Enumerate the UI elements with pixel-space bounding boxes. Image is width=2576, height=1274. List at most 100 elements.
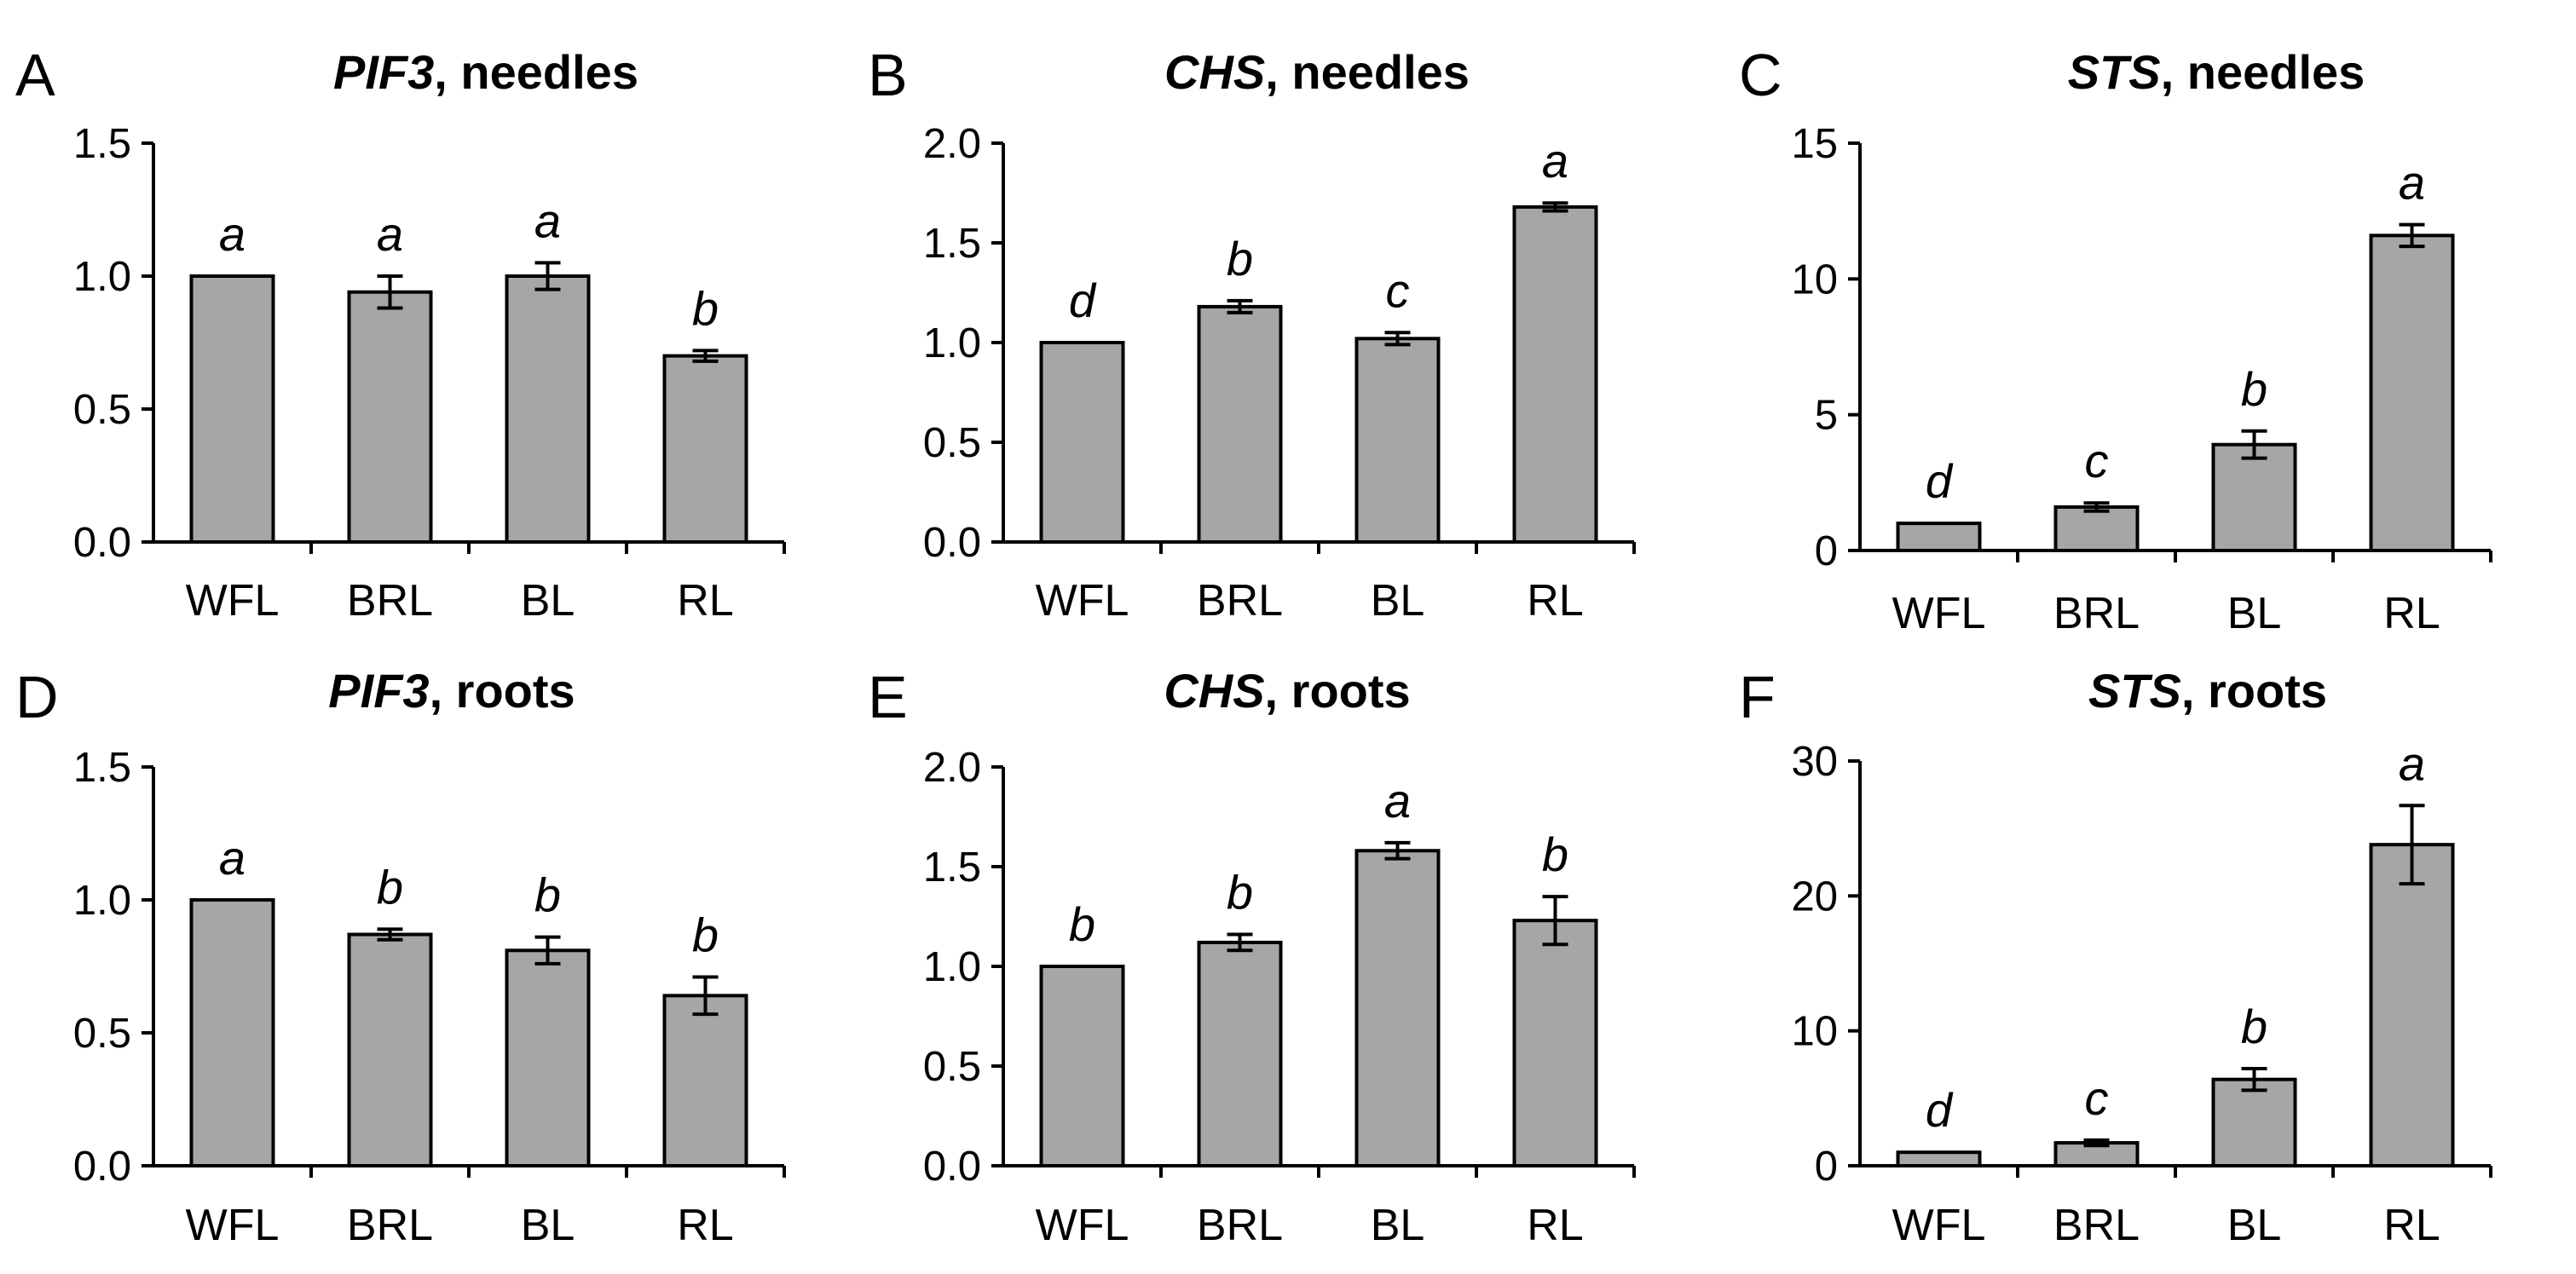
y-tick-label: 1.5 bbox=[923, 221, 981, 267]
title-tissue: , roots bbox=[2181, 664, 2327, 718]
significance-letter: b bbox=[1069, 897, 1095, 951]
significance-letter: a bbox=[1542, 134, 1568, 187]
significance-letter: c bbox=[1386, 263, 1410, 317]
x-category-label: WFL bbox=[1036, 576, 1129, 625]
x-category-label: RL bbox=[1527, 576, 1583, 625]
x-category-label: BRL bbox=[1197, 576, 1283, 625]
significance-letter: b bbox=[1542, 827, 1568, 881]
x-category-label: WFL bbox=[1892, 589, 1986, 638]
panel-c: C STS, needles 0 5 10 15 d WFL c BRL b BL a RL bbox=[1739, 42, 2492, 638]
bar-rl bbox=[2369, 843, 2455, 1168]
significance-letter: c bbox=[2085, 1071, 2109, 1125]
title-gene: PIF3 bbox=[333, 45, 434, 99]
y-tick-label: 1.5 bbox=[73, 745, 131, 791]
bar-brl bbox=[347, 932, 433, 1168]
x-category-label: BL bbox=[2227, 589, 2282, 638]
bar-wfl bbox=[1039, 341, 1125, 544]
panel-f: F STS, roots 0 10 20 30 d WFL c BRL b BL a RL bbox=[1739, 664, 2492, 1250]
y-tick-label: 2.0 bbox=[923, 121, 981, 167]
y-tick-label: 2.0 bbox=[923, 745, 981, 791]
chart-title: PIF3, needles bbox=[333, 45, 638, 99]
significance-letter: b bbox=[692, 281, 719, 335]
x-category-label: BRL bbox=[2053, 1201, 2140, 1250]
significance-letter: a bbox=[219, 831, 245, 885]
significance-letter: a bbox=[2399, 736, 2425, 790]
error-bar bbox=[1542, 201, 1568, 213]
bar-rl bbox=[1512, 205, 1598, 544]
significance-letter: d bbox=[1069, 274, 1097, 327]
significance-letter: d bbox=[1926, 454, 1954, 508]
y-tick-label: 1.5 bbox=[73, 121, 131, 167]
title-gene: STS bbox=[2068, 45, 2161, 99]
error-bar bbox=[534, 935, 561, 966]
bar-wfl bbox=[189, 274, 275, 544]
y-tick-label: 0.5 bbox=[73, 1011, 131, 1057]
title-tissue: , needles bbox=[1265, 45, 1470, 99]
x-category-label: BL bbox=[1371, 576, 1425, 625]
significance-letter: a bbox=[2399, 156, 2425, 210]
y-tick-label: 0.5 bbox=[73, 387, 131, 433]
panel-e: E CHS, roots 0.0 0.5 1.0 1.5 2.0 b WFL b BRL a BL b RL bbox=[868, 664, 1636, 1250]
panel-a: A PIF3, needles 0.0 0.5 1.0 1.5 a WFL a BRL a BL b RL bbox=[15, 42, 786, 625]
y-tick-label: 0.0 bbox=[73, 520, 131, 566]
x-category-label: BL bbox=[1371, 1201, 1425, 1250]
error-bar bbox=[377, 927, 403, 942]
error-bar bbox=[1227, 932, 1253, 953]
panel-d: D PIF3, roots 0.0 0.5 1.0 1.5 a WFL b BRL b BL b RL bbox=[15, 664, 786, 1250]
x-category-label: RL bbox=[1527, 1201, 1583, 1250]
panel-letter: C bbox=[1739, 42, 1782, 108]
y-tick-label: 1.0 bbox=[73, 254, 131, 300]
significance-letter: a bbox=[534, 193, 561, 247]
panel-letter: F bbox=[1739, 664, 1776, 730]
y-tick-label: 1.5 bbox=[923, 845, 981, 891]
y-tick-label: 0.5 bbox=[923, 1044, 981, 1090]
y-tick-label: 1.0 bbox=[923, 944, 981, 990]
bar-brl bbox=[1197, 304, 1283, 544]
chart-title: CHS, roots bbox=[1164, 664, 1410, 718]
bar-rl bbox=[2369, 233, 2455, 552]
significance-letter: b bbox=[2241, 362, 2267, 416]
title-gene: CHS bbox=[1164, 664, 1264, 718]
x-category-label: BRL bbox=[347, 1201, 433, 1250]
y-tick-label: 0 bbox=[1815, 528, 1838, 574]
significance-letter: a bbox=[1384, 774, 1411, 827]
y-tick-label: 0.5 bbox=[923, 420, 981, 466]
chart-title: CHS, needles bbox=[1164, 45, 1470, 99]
significance-letter: d bbox=[1926, 1083, 1954, 1137]
error-bar bbox=[377, 274, 403, 310]
error-bar bbox=[2083, 501, 2110, 513]
x-category-label: WFL bbox=[1036, 1201, 1129, 1250]
y-tick-label: 30 bbox=[1791, 739, 1838, 785]
y-tick-label: 10 bbox=[1791, 1009, 1838, 1055]
title-tissue: , needles bbox=[434, 45, 638, 99]
panel-letter: E bbox=[868, 664, 908, 730]
y-tick-label: 0 bbox=[1815, 1144, 1838, 1190]
bar-bl bbox=[505, 274, 591, 544]
panel-letter: B bbox=[868, 42, 908, 108]
panel-b: B CHS, needles 0.0 0.5 1.0 1.5 2.0 d WFL b BRL c BL a… bbox=[868, 42, 1636, 625]
panel-letter: D bbox=[15, 664, 59, 730]
significance-letter: b bbox=[534, 868, 561, 922]
x-category-label: RL bbox=[677, 1201, 733, 1250]
significance-letter: a bbox=[219, 207, 245, 261]
title-gene: PIF3 bbox=[328, 664, 429, 718]
significance-letter: b bbox=[1227, 232, 1253, 285]
bar-brl bbox=[2053, 505, 2140, 552]
title-gene: STS bbox=[2088, 664, 2181, 718]
x-category-label: BRL bbox=[347, 576, 433, 625]
bar-bl bbox=[2211, 1077, 2297, 1167]
error-bar bbox=[1227, 298, 1253, 314]
bar-wfl bbox=[1896, 1150, 1982, 1167]
x-category-label: WFL bbox=[1892, 1201, 1986, 1250]
error-bar bbox=[2083, 1138, 2110, 1148]
y-tick-label: 20 bbox=[1791, 873, 1838, 919]
chart-title: STS, roots bbox=[2088, 664, 2327, 718]
x-category-label: WFL bbox=[186, 576, 280, 625]
x-category-label: RL bbox=[677, 576, 733, 625]
error-bar bbox=[2241, 1067, 2267, 1092]
bar-rl bbox=[662, 354, 748, 544]
error-bar bbox=[2241, 429, 2267, 460]
bar-bl bbox=[505, 948, 591, 1168]
bar-bl bbox=[2211, 442, 2297, 552]
